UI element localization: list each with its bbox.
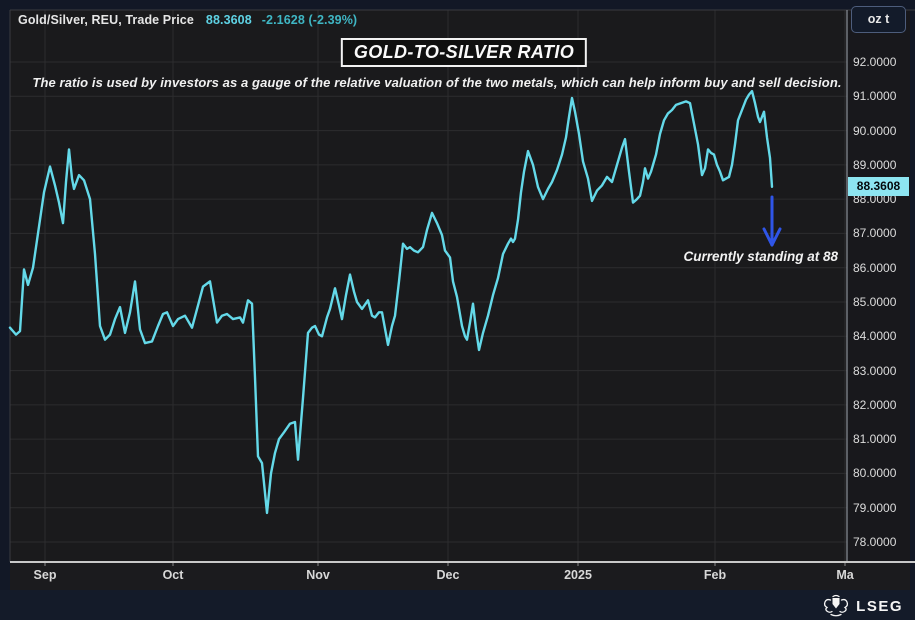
y-axis-tick: 79.0000 [853,500,897,515]
y-axis-tick: 81.0000 [853,432,897,447]
last-trade-price: 88.3608 [205,13,252,27]
y-axis-tick: 85.0000 [853,295,897,309]
chart-title: GOLD-TO-SILVER RATIO [340,38,588,67]
y-axis-strip [847,10,910,562]
y-axis-tick: 90.0000 [853,123,897,138]
unit-selector-badge[interactable]: oz t [851,6,906,33]
y-axis-tick: 86.0000 [853,260,897,275]
lseg-logo: LSEG [822,594,903,618]
x-axis-tick: Feb [703,568,727,582]
footer-bar [0,590,915,620]
y-axis-tick: 83.0000 [853,363,897,378]
price-change: -2.1628 (-2.39%) [261,13,358,27]
y-axis-tick: 87.0000 [853,226,897,241]
last-price-axis-badge: 88.3608 [848,176,909,196]
instrument-name: Gold/Silver, REU, Trade Price [18,13,194,27]
x-axis-tick: Oct [162,568,184,582]
chart-subtitle: The ratio is used by investors as a gaug… [32,75,842,90]
y-axis-tick: 92.0000 [853,55,897,69]
y-axis-tick: 84.0000 [853,329,897,344]
annotation-label: Currently standing at 88 [683,249,838,264]
x-axis-tick: Ma [836,568,854,582]
x-axis-tick: Dec [436,568,460,582]
y-axis-tick: 82.0000 [853,397,897,412]
y-axis-tick: 91.0000 [853,89,897,104]
x-axis-tick: Sep [33,568,57,582]
lseg-brand-text: LSEG [856,597,903,615]
x-axis-tick: 2025 [564,568,592,582]
x-axis-strip [10,562,910,590]
chart-plot-area[interactable] [10,10,847,562]
lseg-crest-icon [824,594,849,617]
y-axis-tick: 89.0000 [853,157,897,172]
down-arrow-icon [762,195,782,247]
instrument-header: Gold/Silver, REU, Trade Price 88.3608 -2.1… [18,13,357,27]
x-axis-tick: Nov [306,568,330,582]
ratio-line-series [8,89,774,515]
y-axis-tick: 80.0000 [853,466,897,481]
y-axis-tick: 78.0000 [853,535,897,549]
